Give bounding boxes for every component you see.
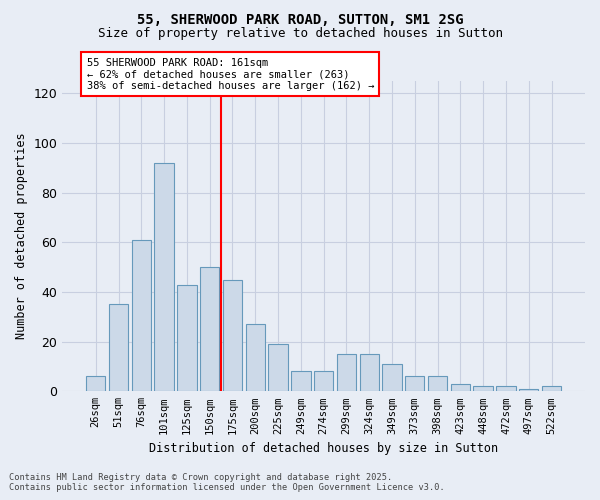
Bar <box>496 386 515 392</box>
Bar <box>542 386 561 392</box>
Y-axis label: Number of detached properties: Number of detached properties <box>15 133 28 340</box>
Bar <box>154 163 174 392</box>
Bar <box>177 284 197 392</box>
Bar <box>291 372 311 392</box>
Bar <box>451 384 470 392</box>
Bar <box>200 267 220 392</box>
X-axis label: Distribution of detached houses by size in Sutton: Distribution of detached houses by size … <box>149 442 498 455</box>
Bar <box>428 376 447 392</box>
Bar <box>268 344 288 392</box>
Bar <box>405 376 424 392</box>
Bar <box>314 372 334 392</box>
Bar <box>109 304 128 392</box>
Bar <box>245 324 265 392</box>
Text: Contains HM Land Registry data © Crown copyright and database right 2025.
Contai: Contains HM Land Registry data © Crown c… <box>9 473 445 492</box>
Bar <box>131 240 151 392</box>
Bar <box>337 354 356 392</box>
Bar <box>473 386 493 392</box>
Bar <box>519 389 538 392</box>
Bar <box>86 376 106 392</box>
Bar <box>382 364 402 392</box>
Text: 55 SHERWOOD PARK ROAD: 161sqm
← 62% of detached houses are smaller (263)
38% of : 55 SHERWOOD PARK ROAD: 161sqm ← 62% of d… <box>86 58 374 91</box>
Bar <box>223 280 242 392</box>
Text: Size of property relative to detached houses in Sutton: Size of property relative to detached ho… <box>97 28 503 40</box>
Text: 55, SHERWOOD PARK ROAD, SUTTON, SM1 2SG: 55, SHERWOOD PARK ROAD, SUTTON, SM1 2SG <box>137 12 463 26</box>
Bar <box>359 354 379 392</box>
